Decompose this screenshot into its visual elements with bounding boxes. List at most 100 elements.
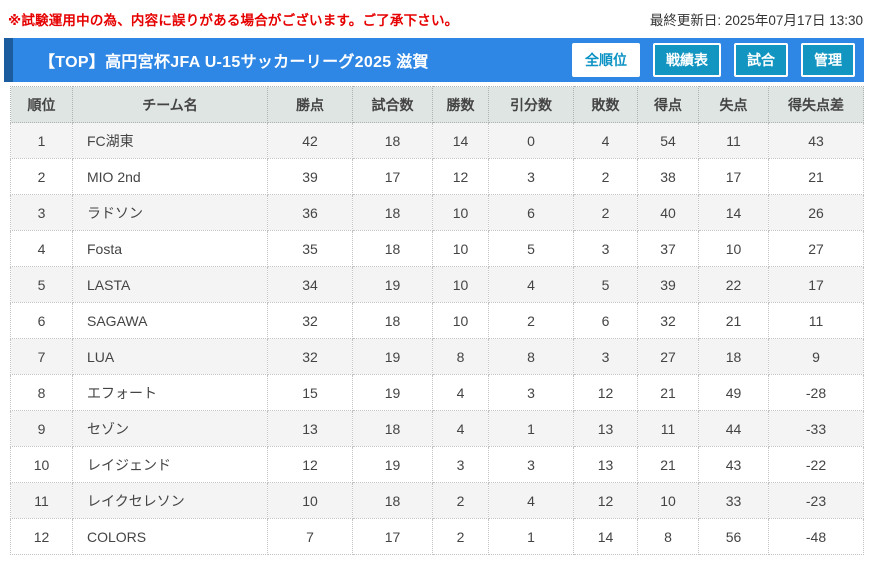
draws-cell: 3 — [488, 374, 574, 411]
goal-diff-cell: -28 — [768, 374, 864, 411]
points-cell: 39 — [267, 158, 353, 195]
standings-tbody: 1 FC湖東 42 18 14 0 4 54 11 43 2 MIO 2nd 39 17 12 3 2 38 17 2… — [10, 122, 864, 555]
losses-cell: 2 — [573, 158, 638, 195]
games-cell: 19 — [352, 338, 433, 375]
page-title: 【TOP】高円宮杯JFA U-15サッカーリーグ2025 滋賀 — [39, 54, 429, 71]
team-name-cell: ラドソン — [72, 194, 268, 231]
goal-diff-cell: -48 — [768, 518, 864, 555]
draws-cell: 3 — [488, 158, 574, 195]
goals-for-cell: 38 — [637, 158, 699, 195]
goals-for-cell: 11 — [637, 410, 699, 447]
table-row: 10 レイジェンド 12 19 3 3 13 21 43 -22 — [10, 446, 864, 483]
losses-cell: 12 — [573, 482, 638, 519]
table-row: 3 ラドソン 36 18 10 6 2 40 14 26 — [10, 194, 864, 231]
rank-cell: 5 — [10, 266, 73, 303]
notice-bar: ※試験運用中の為、内容に誤りがある場合がございます。ご了承下さい。 最終更新日:… — [0, 0, 873, 29]
rank-cell: 3 — [10, 194, 73, 231]
col-header-goal-diff: 得失点差 — [768, 86, 864, 123]
points-cell: 32 — [267, 338, 353, 375]
team-name-cell: LASTA — [72, 266, 268, 303]
rank-cell: 11 — [10, 482, 73, 519]
games-cell: 18 — [352, 302, 433, 339]
table-row: 6 SAGAWA 32 18 10 2 6 32 21 11 — [10, 302, 864, 339]
games-cell: 18 — [352, 122, 433, 159]
col-header-goals-for: 得点 — [637, 86, 699, 123]
wins-cell: 10 — [432, 302, 489, 339]
points-cell: 12 — [267, 446, 353, 483]
goal-diff-cell: 9 — [768, 338, 864, 375]
games-cell: 18 — [352, 194, 433, 231]
points-cell: 13 — [267, 410, 353, 447]
losses-cell: 6 — [573, 302, 638, 339]
col-header-rank: 順位 — [10, 86, 73, 123]
losses-cell: 3 — [573, 338, 638, 375]
draws-cell: 1 — [488, 410, 574, 447]
draws-cell: 8 — [488, 338, 574, 375]
draws-cell: 5 — [488, 230, 574, 267]
goals-for-cell: 27 — [637, 338, 699, 375]
points-cell: 32 — [267, 302, 353, 339]
team-name-cell: レイジェンド — [72, 446, 268, 483]
points-cell: 7 — [267, 518, 353, 555]
goals-against-cell: 22 — [698, 266, 769, 303]
goals-against-cell: 21 — [698, 302, 769, 339]
standings-table: 順位 チーム名 勝点 試合数 勝数 引分数 敗数 得点 失点 得失点差 1 FC湖… — [10, 86, 864, 555]
team-name-cell: エフォート — [72, 374, 268, 411]
goals-for-cell: 39 — [637, 266, 699, 303]
goals-against-cell: 11 — [698, 122, 769, 159]
points-cell: 10 — [267, 482, 353, 519]
wins-cell: 8 — [432, 338, 489, 375]
header-row: 順位 チーム名 勝点 試合数 勝数 引分数 敗数 得点 失点 得失点差 — [10, 86, 864, 123]
draws-cell: 6 — [488, 194, 574, 231]
col-header-team: チーム名 — [72, 86, 268, 123]
goals-for-cell: 40 — [637, 194, 699, 231]
points-cell: 35 — [267, 230, 353, 267]
tab-matches[interactable]: 試合 — [734, 43, 788, 77]
draws-cell: 4 — [488, 482, 574, 519]
games-cell: 18 — [352, 230, 433, 267]
goals-for-cell: 54 — [637, 122, 699, 159]
tab-admin[interactable]: 管理 — [801, 43, 855, 77]
losses-cell: 4 — [573, 122, 638, 159]
nav-buttons: 全順位 戦績表 試合 管理 — [572, 43, 855, 77]
goals-for-cell: 21 — [637, 446, 699, 483]
goals-against-cell: 56 — [698, 518, 769, 555]
goals-for-cell: 10 — [637, 482, 699, 519]
goals-against-cell: 10 — [698, 230, 769, 267]
wins-cell: 2 — [432, 482, 489, 519]
col-header-draws: 引分数 — [488, 86, 574, 123]
wins-cell: 4 — [432, 410, 489, 447]
goals-against-cell: 44 — [698, 410, 769, 447]
losses-cell: 13 — [573, 446, 638, 483]
goals-against-cell: 33 — [698, 482, 769, 519]
tab-all-standings[interactable]: 全順位 — [572, 43, 640, 77]
table-row: 9 セゾン 13 18 4 1 13 11 44 -33 — [10, 410, 864, 447]
losses-cell: 12 — [573, 374, 638, 411]
goals-against-cell: 49 — [698, 374, 769, 411]
goals-for-cell: 32 — [637, 302, 699, 339]
wins-cell: 10 — [432, 266, 489, 303]
wins-cell: 2 — [432, 518, 489, 555]
last-updated-text: 最終更新日: 2025年07月17日 13:30 — [649, 13, 863, 28]
rank-cell: 7 — [10, 338, 73, 375]
goal-diff-cell: 26 — [768, 194, 864, 231]
table-row: 11 レイクセレソン 10 18 2 4 12 10 33 -23 — [10, 482, 864, 519]
col-header-games: 試合数 — [352, 86, 433, 123]
goals-against-cell: 17 — [698, 158, 769, 195]
table-row: 12 COLORS 7 17 2 1 14 8 56 -48 — [10, 518, 864, 555]
draws-cell: 2 — [488, 302, 574, 339]
team-name-cell: FC湖東 — [72, 122, 268, 159]
warning-text: ※試験運用中の為、内容に誤りがある場合がございます。ご了承下さい。 — [8, 13, 459, 28]
table-row: 5 LASTA 34 19 10 4 5 39 22 17 — [10, 266, 864, 303]
losses-cell: 13 — [573, 410, 638, 447]
tab-results-grid[interactable]: 戦績表 — [653, 43, 721, 77]
rank-cell: 9 — [10, 410, 73, 447]
goal-diff-cell: -22 — [768, 446, 864, 483]
table-row: 1 FC湖東 42 18 14 0 4 54 11 43 — [10, 122, 864, 159]
goals-for-cell: 21 — [637, 374, 699, 411]
goal-diff-cell: 27 — [768, 230, 864, 267]
games-cell: 18 — [352, 410, 433, 447]
rank-cell: 12 — [10, 518, 73, 555]
table-row: 2 MIO 2nd 39 17 12 3 2 38 17 21 — [10, 158, 864, 195]
